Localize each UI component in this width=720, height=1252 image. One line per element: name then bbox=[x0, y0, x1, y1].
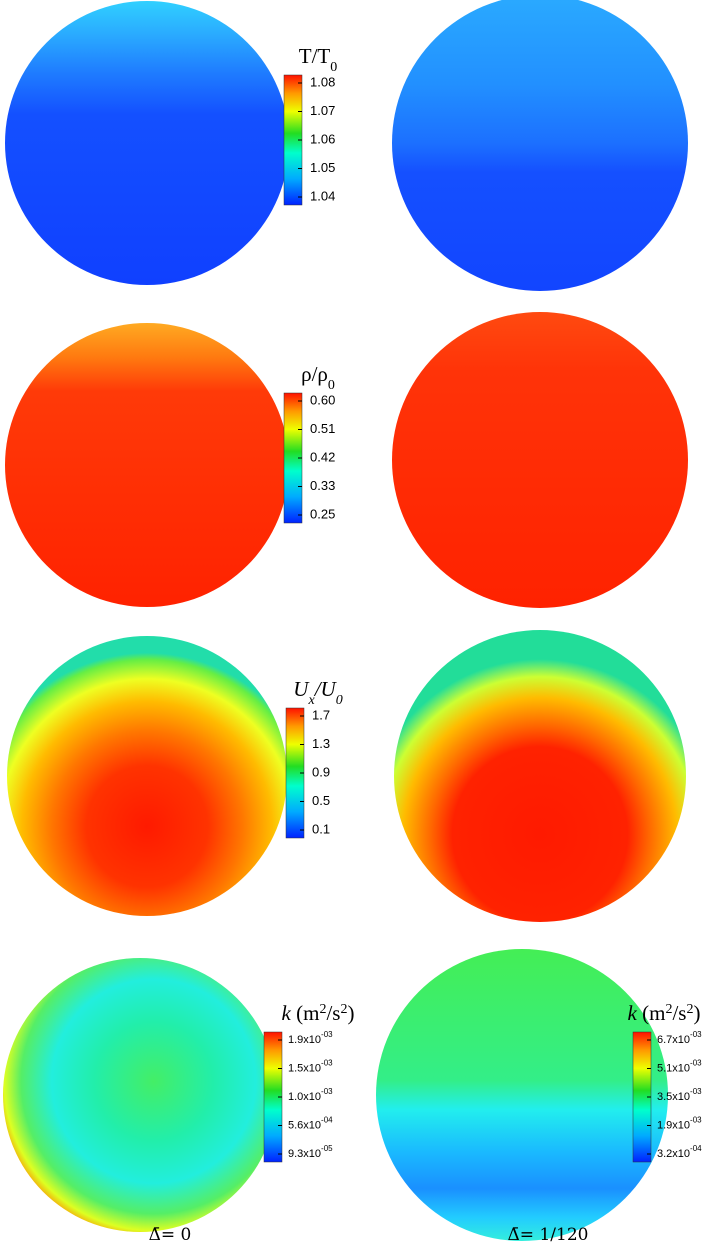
title-part: /s bbox=[672, 1001, 686, 1025]
mantissa: 1.0x10 bbox=[288, 1091, 321, 1103]
colorbar-tick-label: 3.2x10-04 bbox=[657, 1144, 702, 1160]
colorbar-tick-label: 0.51 bbox=[310, 421, 335, 436]
title-part: 0 bbox=[336, 693, 343, 708]
contour-plot bbox=[392, 312, 688, 608]
colorbar-tick-label: 1.0x10-03 bbox=[288, 1087, 333, 1103]
colorbar-tick-label: 1.05 bbox=[310, 160, 335, 175]
exponent: -03 bbox=[321, 1030, 333, 1039]
exponent: -03 bbox=[690, 1030, 702, 1039]
mantissa: 6.7x10 bbox=[657, 1034, 690, 1046]
caption: Δ̄= 1/120 bbox=[508, 1225, 589, 1245]
colorbar-tick-label: 0.9 bbox=[312, 764, 330, 779]
colorbar-tick-label: 3.5x10-03 bbox=[657, 1087, 702, 1103]
title-part: 2 bbox=[665, 1002, 672, 1017]
title-part: ρ/ρ bbox=[301, 362, 328, 386]
mantissa: 1.9x10 bbox=[657, 1119, 690, 1131]
contour-plot bbox=[7, 636, 287, 916]
colorbar-tick-label: 1.04 bbox=[310, 188, 335, 203]
title-part: /U bbox=[314, 677, 338, 701]
colorbar-tick-label: 1.9x10-03 bbox=[657, 1116, 702, 1132]
exponent: -03 bbox=[321, 1087, 333, 1096]
colorbar-tick-label: 1.08 bbox=[310, 74, 335, 89]
colorbar-title: Ux/U0 bbox=[293, 677, 342, 708]
exponent: -03 bbox=[690, 1059, 702, 1068]
contour-plot bbox=[394, 630, 686, 922]
colorbar-tick-label: 9.3x10-05 bbox=[288, 1144, 333, 1160]
mantissa: 3.2x10 bbox=[657, 1148, 690, 1160]
colorbar-title: T/T0 bbox=[299, 44, 338, 75]
title-part: (m bbox=[291, 1001, 320, 1025]
title-part: 2 bbox=[686, 1002, 693, 1017]
colorbar-tick-label: 1.06 bbox=[310, 131, 335, 146]
exponent: -03 bbox=[690, 1087, 702, 1096]
colorbar-tick-label: 6.7x10-03 bbox=[657, 1030, 702, 1046]
exponent: -04 bbox=[321, 1116, 333, 1125]
mantissa: 5.1x10 bbox=[657, 1062, 690, 1074]
title-part: T/T bbox=[299, 44, 331, 68]
colorbar-title: k (m2/s2) bbox=[282, 1001, 355, 1025]
colorbar-tick-label: 1.3 bbox=[312, 736, 330, 751]
contour-plot bbox=[3, 958, 277, 1232]
colorbar-tick-label: 0.33 bbox=[310, 478, 335, 493]
mantissa: 5.6x10 bbox=[288, 1119, 321, 1131]
exponent: -03 bbox=[690, 1116, 702, 1125]
mantissa: 9.3x10 bbox=[288, 1148, 321, 1160]
title-part: 2 bbox=[319, 1002, 326, 1017]
exponent: -04 bbox=[690, 1144, 702, 1153]
title-part: 2 bbox=[340, 1002, 347, 1017]
title-part: /s bbox=[326, 1001, 340, 1025]
title-part: 0 bbox=[330, 60, 337, 75]
contour-plot bbox=[5, 323, 289, 607]
mantissa: 1.9x10 bbox=[288, 1034, 321, 1046]
colorbar-tick-label: 0.1 bbox=[312, 821, 330, 836]
mantissa: 3.5x10 bbox=[657, 1091, 690, 1103]
exponent: -05 bbox=[321, 1144, 333, 1153]
title-part: ) bbox=[347, 1001, 354, 1025]
title-part: ) bbox=[693, 1001, 700, 1025]
title-part: k bbox=[282, 1001, 292, 1025]
contour-plot bbox=[392, 0, 688, 291]
colorbar-title: ρ/ρ0 bbox=[301, 362, 335, 393]
colorbar-tick-label: 5.6x10-04 bbox=[288, 1116, 333, 1132]
title-part: (m bbox=[637, 1001, 666, 1025]
caption: Δ̄= 0 bbox=[149, 1225, 192, 1245]
title-part: U bbox=[293, 677, 310, 701]
colorbar-title: k (m2/s2) bbox=[628, 1001, 701, 1025]
colorbar-tick-label: 0.42 bbox=[310, 449, 335, 464]
title-part: 0 bbox=[328, 378, 335, 393]
colorbar-tick-label: 1.9x10-03 bbox=[288, 1030, 333, 1046]
mantissa: 1.5x10 bbox=[288, 1062, 321, 1074]
title-part: x bbox=[307, 693, 315, 708]
contour-plot bbox=[5, 1, 289, 285]
colorbar-tick-label: 1.7 bbox=[312, 707, 330, 722]
colorbar-tick-label: 0.5 bbox=[312, 793, 330, 808]
colorbar-tick-label: 1.5x10-03 bbox=[288, 1059, 333, 1075]
contour-plot bbox=[376, 949, 668, 1241]
colorbar-tick-label: 1.07 bbox=[310, 103, 335, 118]
exponent: -03 bbox=[321, 1059, 333, 1068]
colorbar-tick-label: 0.25 bbox=[310, 506, 335, 521]
colorbar-tick-label: 0.60 bbox=[310, 392, 335, 407]
title-part: k bbox=[628, 1001, 638, 1025]
colorbar-tick-label: 5.1x10-03 bbox=[657, 1059, 702, 1075]
